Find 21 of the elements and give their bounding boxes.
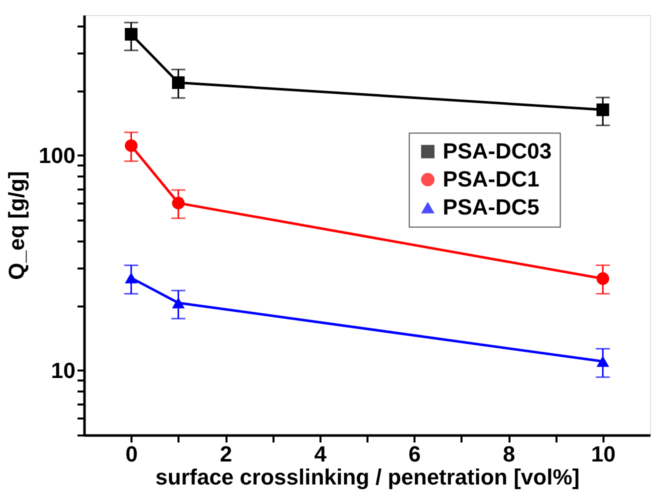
y-axis-title: Q_eq [g/g] (4, 171, 29, 280)
x-tick-label: 4 (314, 442, 328, 466)
legend-label: PSA-DC1 (442, 166, 540, 192)
point (596, 272, 610, 285)
x-tick-label: 8 (502, 442, 516, 466)
point (172, 196, 185, 210)
point (172, 76, 185, 89)
point (124, 28, 138, 41)
point (124, 272, 138, 284)
legend-label: PSA-DC5 (442, 194, 540, 220)
x-tick-label: 6 (408, 442, 421, 466)
point (124, 139, 138, 152)
x-tick-label: 0 (126, 442, 138, 466)
x-tick-label: 10 (591, 442, 616, 466)
x-tick-label: 2 (220, 442, 232, 466)
y-tick-label: 100 (38, 142, 76, 168)
point (172, 297, 185, 308)
legend-label: PSA-DC03 (442, 138, 552, 164)
point (596, 356, 610, 367)
point (596, 103, 610, 116)
x-axis-title: surface crosslinking / penetration [vol%] (155, 464, 580, 490)
